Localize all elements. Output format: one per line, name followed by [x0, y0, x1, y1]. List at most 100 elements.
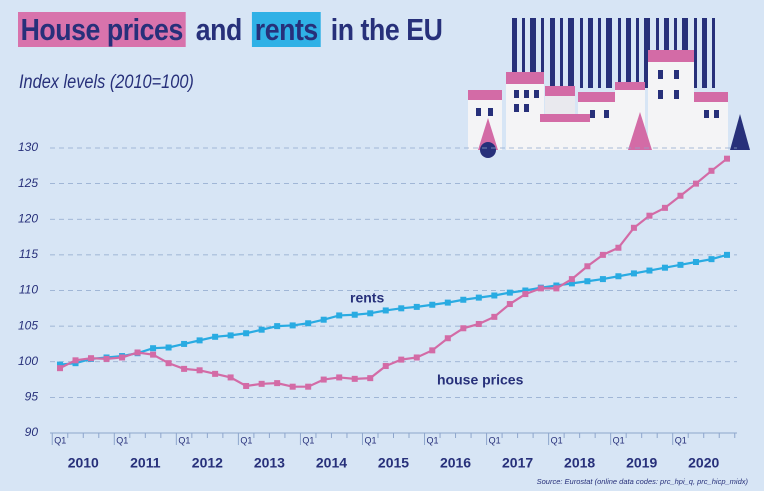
point-marker	[274, 380, 281, 387]
title-text: in the EU	[330, 12, 443, 47]
point-marker	[692, 259, 699, 265]
year-label: 2019	[626, 455, 657, 471]
point-marker	[119, 354, 126, 361]
point-marker	[584, 278, 591, 285]
point-marker	[568, 280, 575, 287]
illustration	[468, 18, 750, 158]
year-label: 2012	[192, 455, 223, 471]
year-label: 2015	[378, 455, 409, 471]
point-marker	[522, 291, 529, 298]
point-marker	[165, 344, 172, 351]
point-marker	[429, 301, 436, 308]
point-marker	[212, 370, 219, 377]
point-marker	[444, 299, 451, 306]
point-marker	[351, 375, 358, 382]
point-marker	[150, 345, 157, 352]
point-marker	[506, 301, 513, 308]
chart-title: House prices and rents in the EU	[18, 12, 453, 48]
point-marker	[258, 326, 265, 333]
point-marker	[103, 355, 110, 362]
point-marker	[227, 374, 234, 381]
year-label: 2010	[68, 455, 99, 471]
point-marker	[57, 361, 63, 368]
point-marker	[181, 340, 188, 347]
point-marker	[196, 367, 203, 374]
year-label: 2018	[564, 455, 595, 471]
point-marker	[630, 270, 637, 277]
series-label: rents	[350, 290, 384, 306]
y-tick-label: 130	[18, 140, 38, 154]
point-marker	[661, 204, 668, 211]
point-marker	[537, 285, 544, 292]
point-marker	[196, 337, 203, 344]
point-marker	[491, 292, 498, 299]
point-marker	[181, 365, 188, 372]
x-tick-label: Q1	[178, 435, 190, 445]
point-marker	[599, 276, 606, 283]
point-marker	[429, 347, 436, 354]
point-marker	[677, 192, 684, 199]
point-marker	[553, 285, 560, 292]
point-marker	[522, 287, 529, 294]
point-marker	[289, 383, 296, 390]
title-text: and	[195, 12, 243, 47]
point-marker	[708, 167, 715, 174]
point-marker	[243, 382, 250, 389]
point-marker	[336, 374, 343, 381]
series-line	[59, 157, 728, 388]
title-highlight: rents	[252, 12, 321, 47]
year-label: 2014	[316, 455, 347, 471]
point-marker	[677, 261, 684, 268]
x-tick-label: Q1	[613, 435, 625, 445]
point-marker	[413, 354, 420, 361]
y-tick-label: 95	[25, 390, 39, 404]
y-tick-label: 110	[19, 283, 38, 297]
point-marker	[491, 313, 498, 320]
point-marker	[724, 251, 730, 258]
chart-subtitle: Index levels (2010=100)	[19, 72, 194, 93]
point-marker	[367, 310, 374, 317]
point-marker	[336, 312, 343, 319]
point-marker	[289, 322, 296, 329]
point-marker	[568, 276, 575, 283]
x-tick-label: Q1	[489, 435, 501, 445]
year-label: 2020	[688, 455, 719, 471]
y-tick-label: 100	[18, 354, 38, 368]
x-tick-label: Q1	[54, 435, 66, 445]
point-marker	[305, 320, 312, 327]
x-tick-label: Q1	[675, 435, 687, 445]
point-marker	[661, 264, 668, 271]
point-marker	[460, 325, 467, 332]
series-label: house prices	[437, 372, 524, 388]
x-tick-label: Q1	[551, 435, 563, 445]
point-marker	[724, 155, 730, 162]
point-marker	[382, 363, 389, 370]
point-marker	[72, 357, 79, 364]
point-marker	[646, 212, 653, 219]
point-marker	[243, 330, 250, 337]
point-marker	[320, 316, 327, 323]
point-marker	[398, 356, 405, 363]
series-line	[59, 253, 728, 366]
point-marker	[584, 263, 591, 270]
point-marker	[305, 383, 312, 390]
year-label: 2016	[440, 455, 471, 471]
point-marker	[692, 180, 699, 187]
point-marker	[444, 335, 451, 342]
point-marker	[646, 267, 653, 274]
point-marker	[413, 303, 420, 310]
x-tick-label: Q1	[240, 435, 252, 445]
point-marker	[460, 296, 467, 303]
point-marker	[351, 311, 358, 318]
y-tick-label: 115	[19, 247, 38, 261]
point-marker	[615, 273, 622, 280]
point-marker	[708, 256, 715, 263]
point-marker	[398, 305, 405, 312]
point-marker	[212, 333, 219, 340]
point-marker	[57, 365, 63, 372]
x-tick-label: Q1	[302, 435, 314, 445]
point-marker	[320, 376, 327, 383]
title-highlight: House prices	[18, 12, 186, 47]
